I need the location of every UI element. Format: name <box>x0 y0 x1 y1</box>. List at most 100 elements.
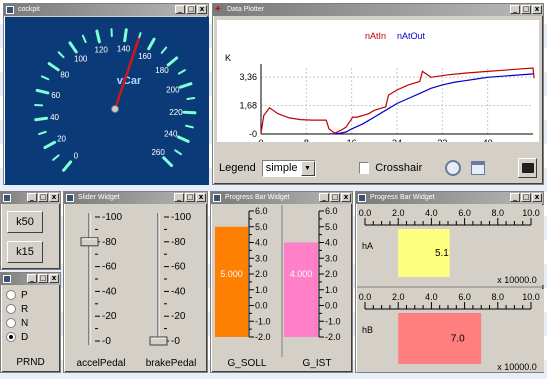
prnd-radio-group: P R N D <box>6 288 28 344</box>
maximize-button[interactable]: □ <box>521 193 531 202</box>
gauge-minor-tick <box>185 124 194 129</box>
radio-option-p[interactable]: P <box>6 288 28 302</box>
gauge-major-tick <box>95 29 101 44</box>
progress-tick-label: 6.0 <box>458 292 471 302</box>
maximize-button[interactable]: □ <box>521 5 531 14</box>
progress-bar-value: 7.0 <box>451 334 465 345</box>
print-button[interactable] <box>518 158 537 178</box>
maximize-button[interactable]: □ <box>186 5 196 14</box>
cockpit-window: cockpit _ □ x 0 20 40 60 80 100 120 140 160 180 20… <box>3 3 209 185</box>
gauge-major-tick <box>176 135 190 143</box>
plot-area[interactable]: nAtIn nAtOut K 3,36 1,68 -0 0 8 16 24 32 40 <box>217 20 539 142</box>
gauge-tick-label: 100 <box>74 55 88 64</box>
maximize-button[interactable]: □ <box>330 193 340 202</box>
progress-bar-label: hA <box>362 241 373 251</box>
y-tick-label: 1,68 <box>239 101 257 111</box>
plotter-title: Data Plotter <box>227 6 264 13</box>
close-button[interactable]: x <box>49 274 59 283</box>
horizontal-progress-bars: 0.0 2.0 4.0 6.0 8.0 10.0 hA 5.1 x 10000.0 0.0 2.0 4… <box>357 205 544 372</box>
legend-entry-nAtOut: nAtOut <box>397 31 426 41</box>
maximize-button[interactable]: □ <box>38 274 48 283</box>
k50-button[interactable]: k50 <box>7 211 43 233</box>
progress-tick-label: -1.0 <box>325 316 341 326</box>
progress-tick-label: 6.0 <box>255 206 268 216</box>
crosshair-checkbox[interactable] <box>358 162 370 174</box>
gauge-minor-tick <box>57 51 65 59</box>
radio-option-d[interactable]: D <box>6 330 28 344</box>
progress-app-icon <box>358 194 366 202</box>
close-button[interactable]: x <box>49 193 59 202</box>
button-widget-titlebar[interactable]: _ □ x <box>1 192 60 204</box>
close-button[interactable]: x <box>341 193 351 202</box>
zoom-button[interactable] <box>444 158 462 178</box>
progress-scale-factor: x 10000.0 <box>497 362 537 372</box>
table-view-button[interactable] <box>468 158 486 178</box>
close-button[interactable]: x <box>532 193 542 202</box>
gauge-minor-tick <box>160 46 168 54</box>
minimize-button[interactable]: _ <box>27 274 37 283</box>
progress-tick-label: 0.0 <box>255 301 268 311</box>
minimize-button[interactable]: _ <box>510 5 520 14</box>
k15-button[interactable]: k15 <box>7 241 43 263</box>
radio-button[interactable] <box>6 290 16 300</box>
close-button[interactable]: x <box>532 5 542 14</box>
minimize-button[interactable]: _ <box>27 193 37 202</box>
radio-label: D <box>21 331 29 343</box>
minimize-button[interactable]: _ <box>510 193 520 202</box>
minimize-button[interactable]: _ <box>319 193 329 202</box>
radio-label: R <box>21 303 29 315</box>
progress-titlebar-horizontal[interactable]: Progress Bar Widget _ □ x <box>356 192 543 204</box>
progress-tick-label: 2.0 <box>325 269 338 279</box>
progress-scale-factor: x 10000.0 <box>497 275 537 285</box>
gauge-tick-label: 260 <box>151 148 165 157</box>
close-button[interactable]: x <box>196 193 206 202</box>
cockpit-app-icon <box>6 6 14 14</box>
slider-titlebar[interactable]: Slider Widget _ □ x <box>64 192 207 204</box>
y-tick-label: 3,36 <box>239 72 257 82</box>
gauge-tick-label: 20 <box>57 134 66 143</box>
gauge-major-tick <box>166 56 179 67</box>
legend-mode-select[interactable]: simple ▼ <box>261 159 316 177</box>
progress-tick-label: 4.0 <box>325 238 338 248</box>
minimize-button[interactable]: _ <box>175 5 185 14</box>
legend-entry-nAtIn: nAtIn <box>365 31 386 41</box>
radio-button[interactable] <box>6 318 16 328</box>
progress-bar-value: 4.000 <box>290 269 313 279</box>
radio-button[interactable] <box>6 304 16 314</box>
progress-app-icon <box>213 194 221 202</box>
radio-button-selected[interactable] <box>6 332 16 342</box>
prnd-widget-titlebar[interactable]: _ □ x <box>1 273 60 285</box>
progress-bar-label: hB <box>362 325 373 335</box>
progress-bar-fill <box>215 226 248 337</box>
progress-tick-label: 6.0 <box>325 206 338 216</box>
x-tick-label: 16 <box>347 138 357 142</box>
gauge-minor-tick <box>174 149 182 156</box>
plotter-titlebar[interactable]: + Data Plotter _ □ x <box>213 4 543 16</box>
legend-label: Legend <box>219 162 256 174</box>
radio-option-n[interactable]: N <box>6 316 28 330</box>
close-button[interactable]: x <box>197 5 207 14</box>
radio-label: N <box>21 317 29 329</box>
series-line-nAtIn <box>260 67 535 134</box>
slider-tick-label: -100 <box>102 212 122 223</box>
progress-tick-label: 5.0 <box>255 222 268 232</box>
slider-thumb[interactable] <box>149 336 168 346</box>
slider-thumb[interactable] <box>80 237 99 247</box>
crosshair-label: Crosshair <box>375 162 423 174</box>
gauge-major-tick <box>34 116 49 122</box>
cockpit-titlebar[interactable]: cockpit _ □ x <box>4 4 208 16</box>
prnd-widget-window: _ □ x P R N D PRND <box>0 272 61 373</box>
progress-titlebar-vertical[interactable]: Progress Bar Widget _ □ x <box>211 192 352 204</box>
maximize-button[interactable]: □ <box>38 193 48 202</box>
radio-option-r[interactable]: R <box>6 302 28 316</box>
plotter-app-icon: + <box>215 4 221 15</box>
gauge-tick-label: 0 <box>74 152 79 161</box>
chevron-down-icon[interactable]: ▼ <box>300 160 315 176</box>
maximize-button[interactable]: □ <box>185 193 195 202</box>
gauge-tick-label: 220 <box>169 108 183 117</box>
gauge-tick-label: 180 <box>155 66 169 75</box>
minimize-button[interactable]: _ <box>174 193 184 202</box>
zoom-icon <box>445 160 462 176</box>
gauge-tick-label: 80 <box>60 70 69 79</box>
slider-tick-label: -40 <box>171 286 186 297</box>
